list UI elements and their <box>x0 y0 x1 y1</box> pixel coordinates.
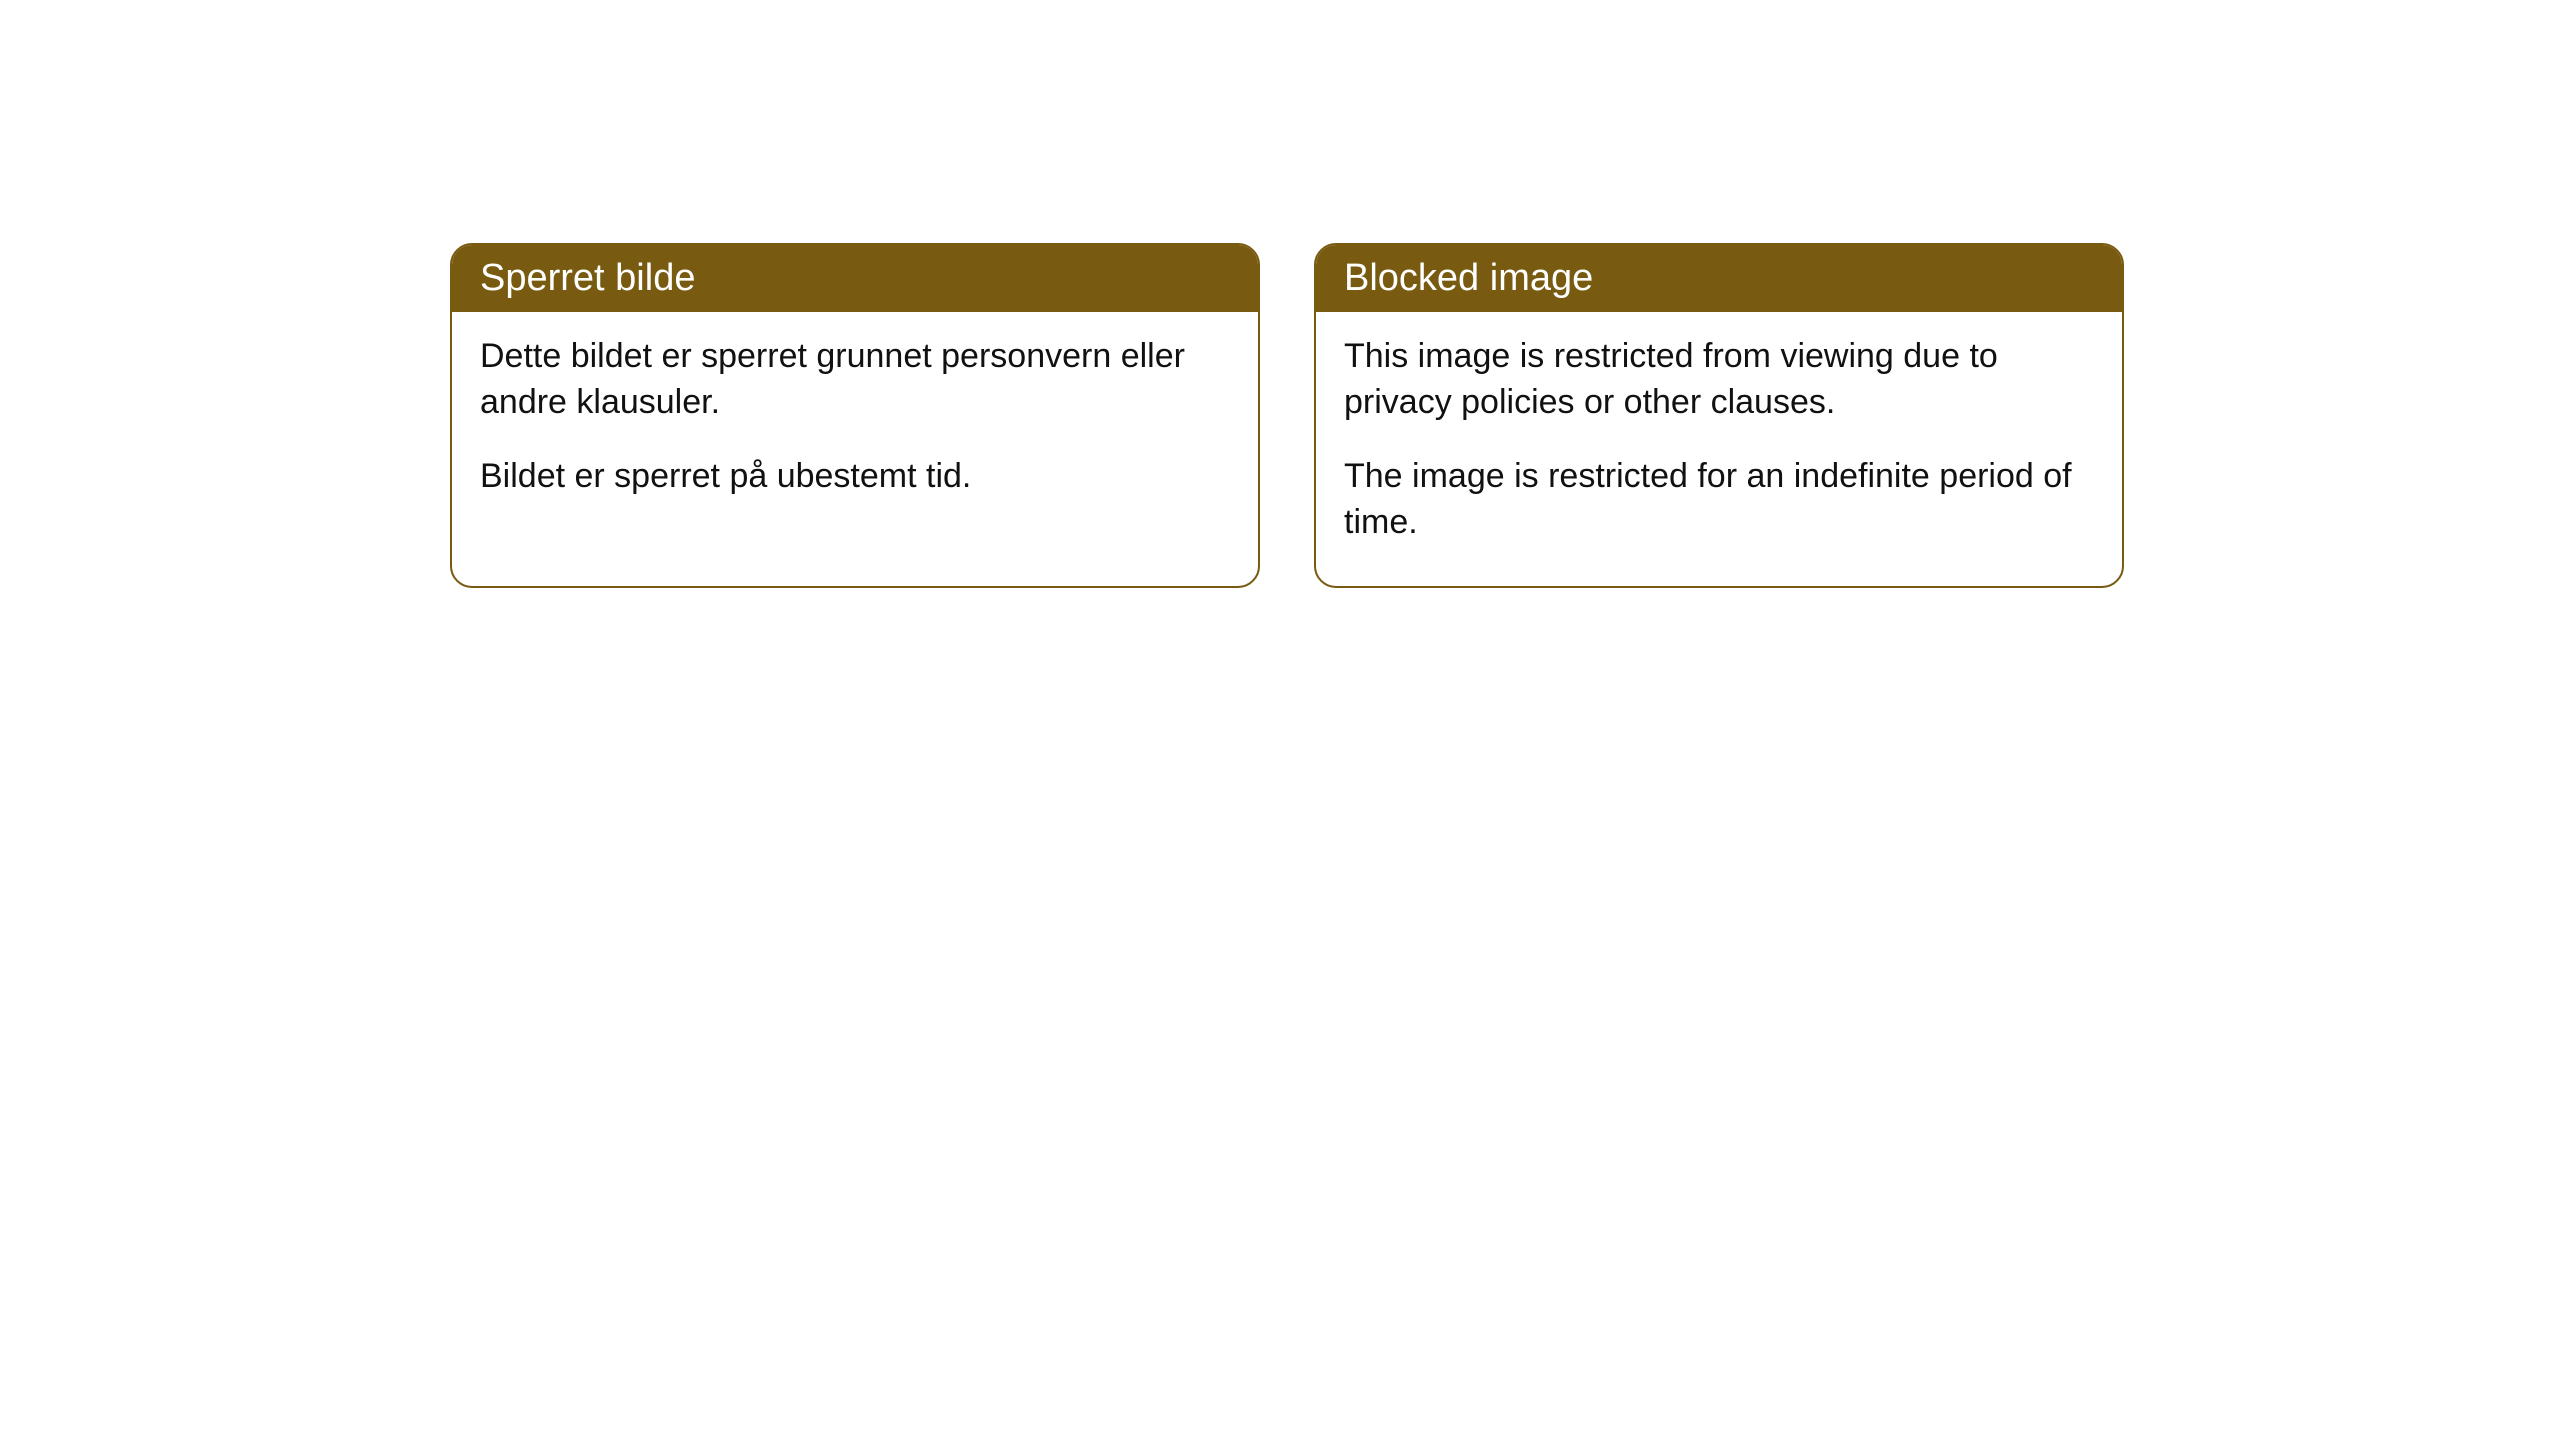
notice-card-norwegian: Sperret bilde Dette bildet er sperret gr… <box>450 243 1260 588</box>
card-title: Blocked image <box>1344 257 1593 299</box>
card-header: Blocked image <box>1316 245 2122 312</box>
notice-card-english: Blocked image This image is restricted f… <box>1314 243 2124 588</box>
notice-cards-container: Sperret bilde Dette bildet er sperret gr… <box>450 243 2124 588</box>
card-title: Sperret bilde <box>480 257 695 299</box>
card-paragraph: This image is restricted from viewing du… <box>1344 334 2094 426</box>
card-paragraph: The image is restricted for an indefinit… <box>1344 454 2094 546</box>
card-body: Dette bildet er sperret grunnet personve… <box>452 312 1258 540</box>
card-header: Sperret bilde <box>452 245 1258 312</box>
card-paragraph: Bildet er sperret på ubestemt tid. <box>480 454 1230 500</box>
card-body: This image is restricted from viewing du… <box>1316 312 2122 586</box>
card-paragraph: Dette bildet er sperret grunnet personve… <box>480 334 1230 426</box>
